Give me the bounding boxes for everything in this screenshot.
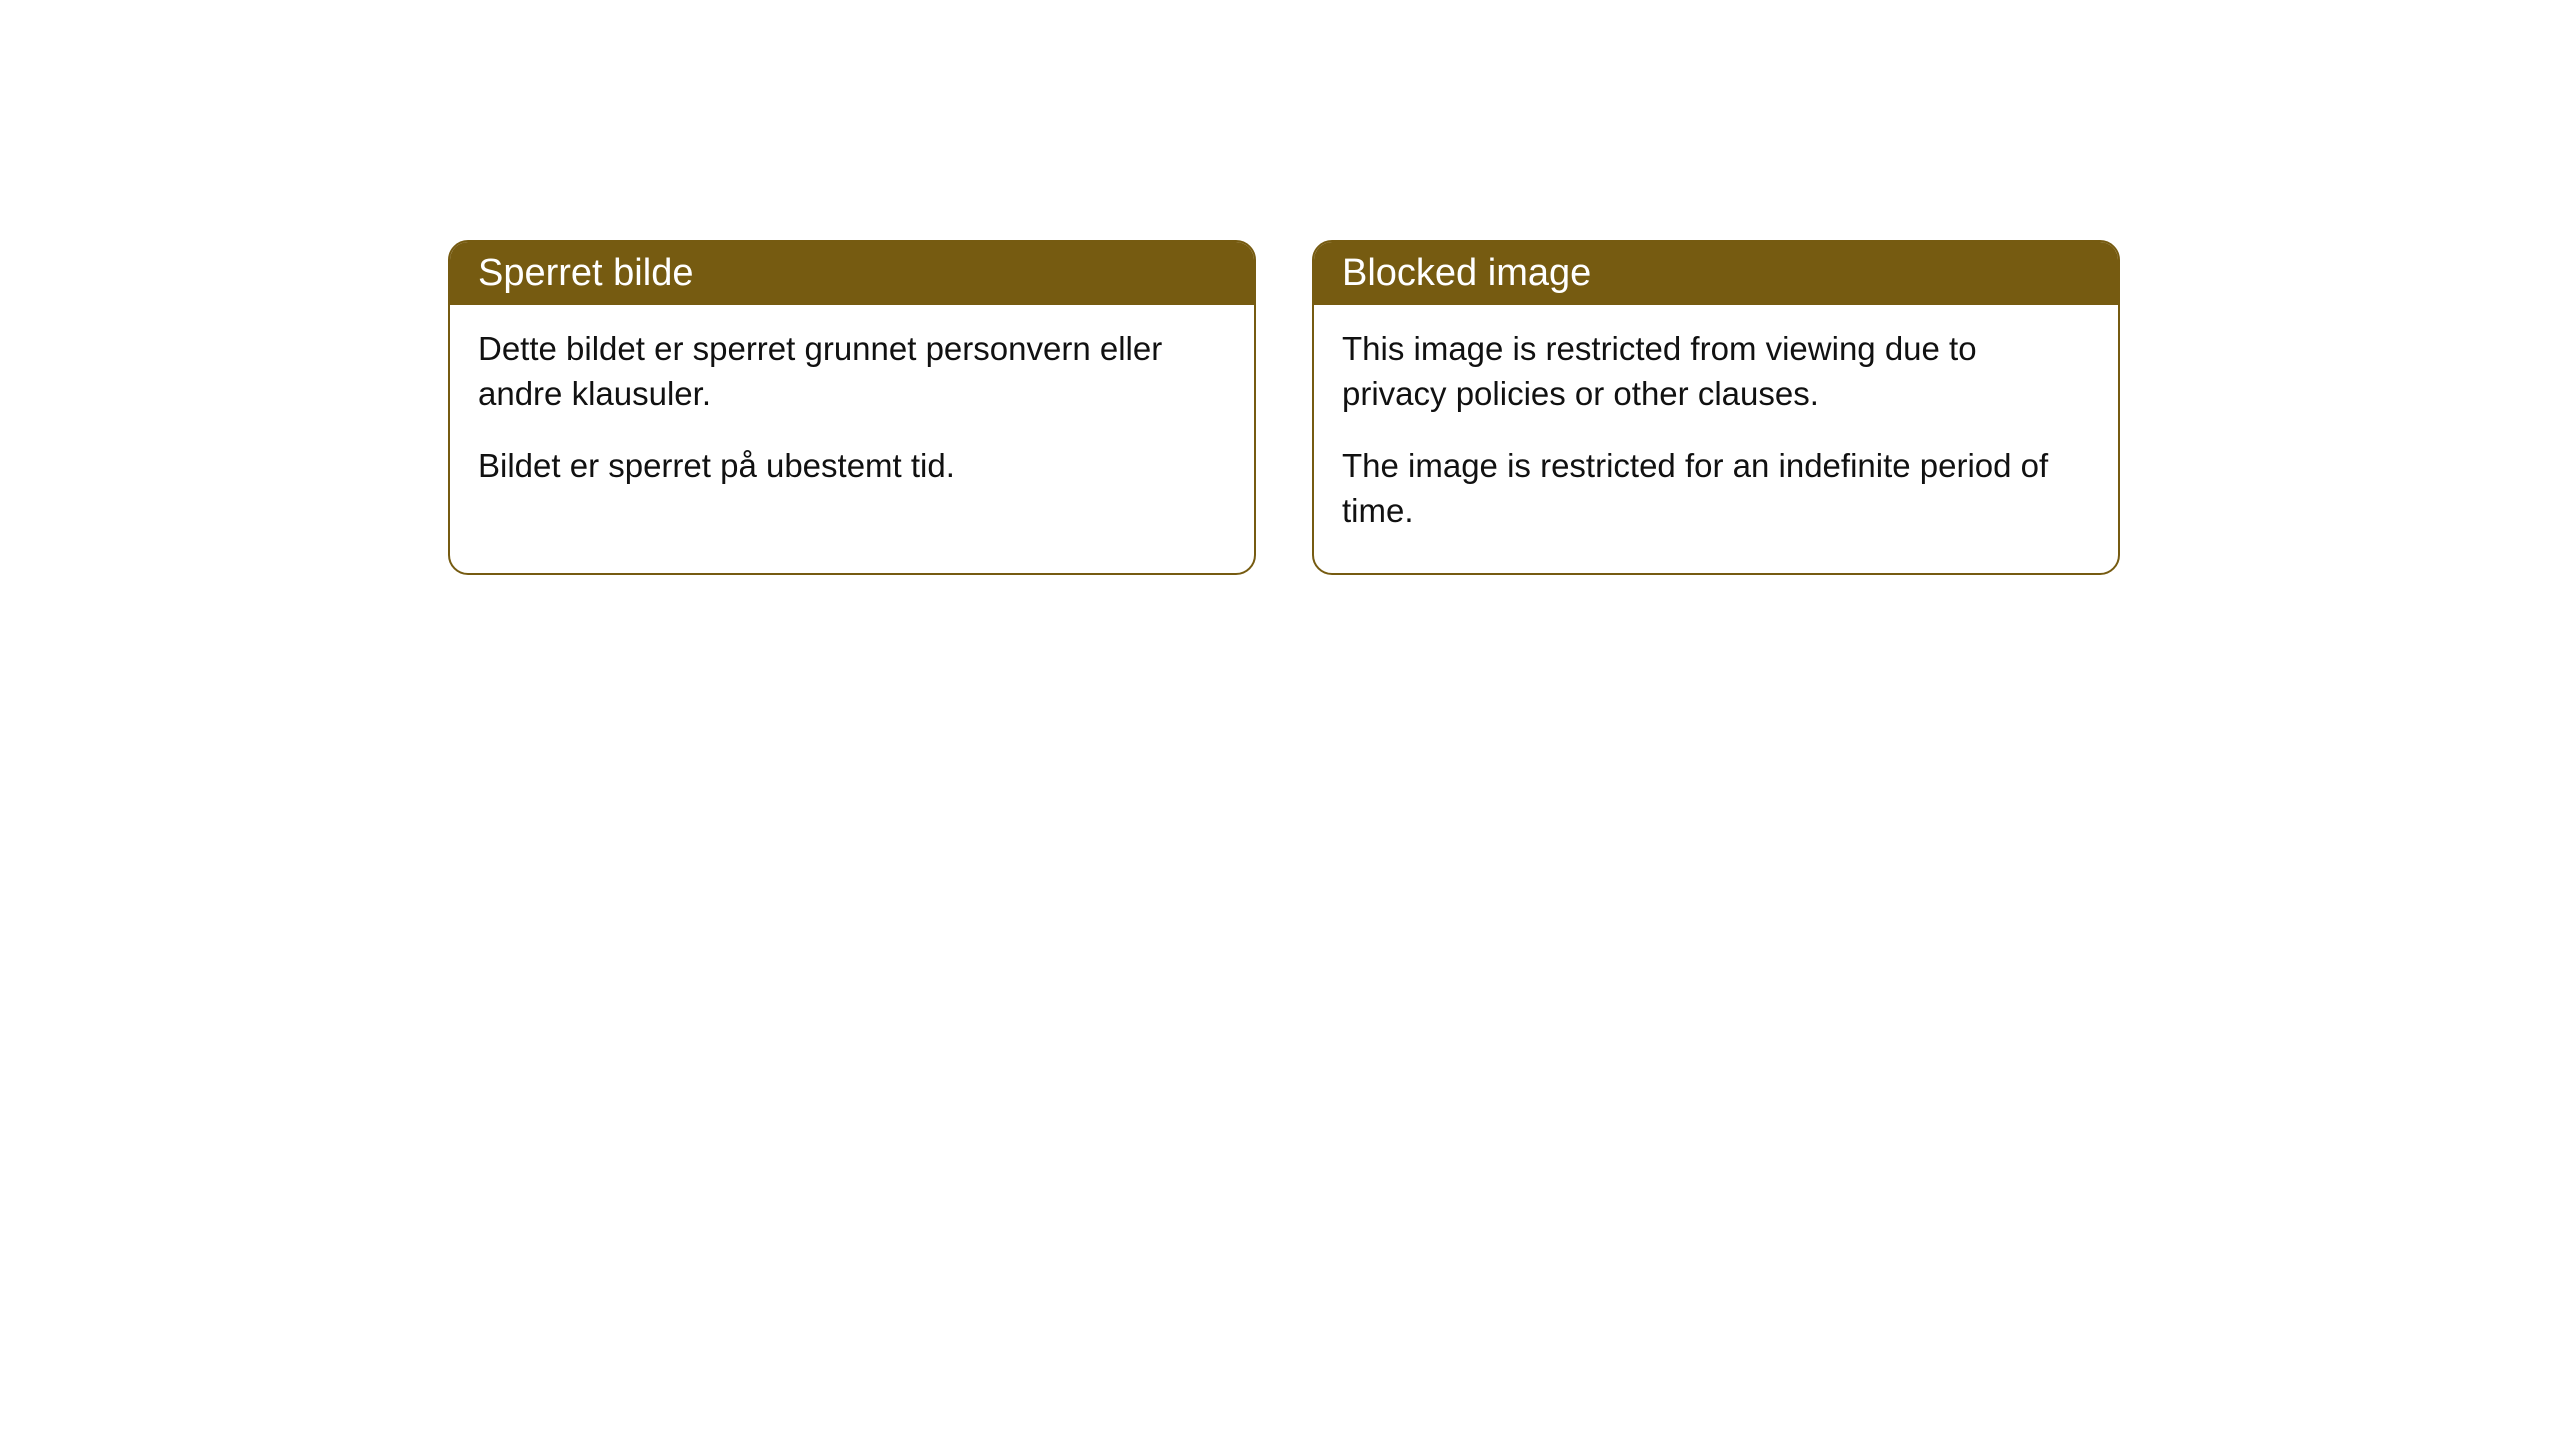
card-body: This image is restricted from viewing du… bbox=[1314, 305, 2118, 573]
card-paragraph: This image is restricted from viewing du… bbox=[1342, 327, 2090, 416]
blocked-image-card-en: Blocked image This image is restricted f… bbox=[1312, 240, 2120, 575]
card-header: Blocked image bbox=[1314, 242, 2118, 305]
card-paragraph: The image is restricted for an indefinit… bbox=[1342, 444, 2090, 533]
card-title: Sperret bilde bbox=[478, 252, 693, 294]
card-paragraph: Bildet er sperret på ubestemt tid. bbox=[478, 444, 1226, 489]
card-title: Blocked image bbox=[1342, 252, 1591, 294]
cards-container: Sperret bilde Dette bildet er sperret gr… bbox=[448, 240, 2120, 575]
blocked-image-card-no: Sperret bilde Dette bildet er sperret gr… bbox=[448, 240, 1256, 575]
card-paragraph: Dette bildet er sperret grunnet personve… bbox=[478, 327, 1226, 416]
card-body: Dette bildet er sperret grunnet personve… bbox=[450, 305, 1254, 529]
card-header: Sperret bilde bbox=[450, 242, 1254, 305]
